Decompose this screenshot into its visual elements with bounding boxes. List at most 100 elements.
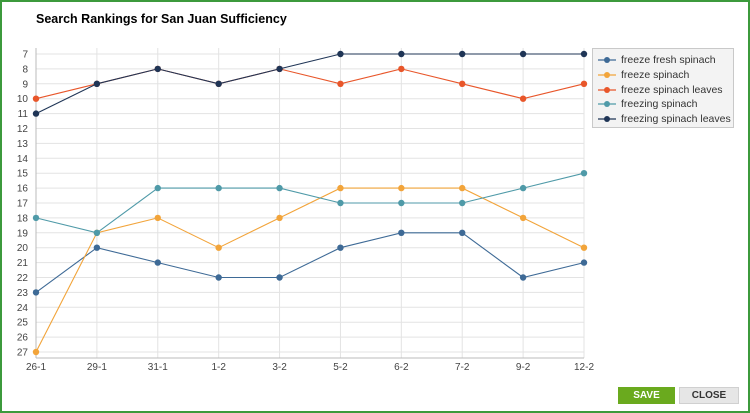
- data-point: [580, 80, 588, 88]
- legend-item[interactable]: freezing spinach: [597, 97, 697, 111]
- data-point: [93, 80, 101, 88]
- data-point: [459, 80, 466, 88]
- data-point: [276, 214, 283, 222]
- y-tick-label: 21: [17, 258, 29, 269]
- y-tick-label: 16: [17, 184, 29, 195]
- data-point: [398, 229, 405, 236]
- x-tick-label: 12-2: [574, 362, 594, 373]
- data-point: [398, 184, 405, 192]
- data-point: [580, 170, 588, 177]
- x-tick-label: 31-1: [148, 362, 168, 373]
- close-button[interactable]: CLOSE: [679, 387, 739, 404]
- data-point: [459, 50, 466, 58]
- legend-label: freezing spinach: [621, 98, 698, 111]
- legend-label: freezing spinach leaves: [621, 113, 731, 126]
- data-point: [519, 95, 527, 102]
- legend-item[interactable]: freeze fresh spinach: [597, 53, 716, 67]
- y-tick-label: 12: [17, 124, 29, 135]
- data-point: [459, 229, 466, 236]
- legend-item[interactable]: freezing spinach leaves: [597, 112, 731, 126]
- dialog-title: Search Rankings for San Juan Sufficiency: [36, 12, 287, 26]
- y-tick-label: 20: [17, 243, 29, 254]
- y-tick-label: 24: [17, 303, 29, 314]
- x-tick-label: 3-2: [272, 362, 287, 373]
- y-tick-label: 25: [17, 318, 29, 329]
- data-point: [337, 184, 344, 192]
- series-line-3: [35, 172, 585, 234]
- data-point: [398, 50, 405, 58]
- y-tick-label: 8: [22, 64, 28, 75]
- data-point: [398, 65, 405, 73]
- x-tick-label: 1-2: [211, 362, 226, 373]
- data-point: [276, 184, 283, 192]
- y-tick-label: 26: [17, 333, 29, 344]
- legend-marker-icon: [598, 101, 616, 108]
- data-point: [337, 80, 344, 88]
- data-point: [337, 199, 344, 207]
- y-tick-label: 22: [17, 273, 29, 284]
- y-tick-label: 7: [22, 50, 28, 61]
- x-tick-label: 29-1: [87, 362, 107, 373]
- save-button[interactable]: SAVE: [618, 387, 675, 404]
- data-point: [337, 50, 344, 58]
- data-point: [215, 244, 222, 251]
- y-tick-label: 15: [17, 169, 29, 180]
- y-tick-label: 17: [17, 199, 29, 210]
- data-point: [519, 214, 527, 222]
- legend-item[interactable]: freeze spinach leaves: [597, 83, 723, 97]
- data-point: [398, 199, 405, 207]
- y-tick-label: 10: [17, 94, 29, 105]
- data-point: [519, 50, 527, 58]
- x-tick-label: 7-2: [455, 362, 470, 373]
- y-tick-label: 18: [17, 213, 29, 224]
- series-line-0: [35, 232, 585, 293]
- data-point: [459, 199, 466, 207]
- legend-label: freeze fresh spinach: [621, 54, 716, 66]
- data-point: [580, 50, 588, 58]
- data-point: [32, 110, 40, 117]
- data-point: [215, 184, 222, 192]
- y-tick-label: 14: [17, 154, 29, 165]
- y-tick-label: 27: [17, 348, 29, 359]
- data-point: [519, 274, 527, 281]
- data-point: [93, 244, 101, 251]
- data-point: [580, 244, 588, 251]
- data-point: [154, 259, 161, 266]
- data-point: [32, 95, 40, 102]
- data-point: [32, 348, 40, 356]
- data-point: [276, 274, 283, 281]
- y-tick-label: 19: [17, 228, 29, 239]
- series-line-4: [35, 53, 584, 115]
- legend-label: freeze spinach: [621, 68, 690, 81]
- data-point: [459, 184, 466, 192]
- data-point: [276, 65, 283, 73]
- data-point: [215, 80, 222, 88]
- chart-legend: freeze fresh spinach freeze spinach freeze…: [592, 48, 734, 128]
- data-point: [93, 229, 101, 236]
- data-point: [337, 244, 344, 251]
- legend-item[interactable]: freeze spinach: [597, 68, 689, 82]
- legend-marker-icon: [598, 116, 616, 123]
- data-point: [154, 65, 161, 73]
- y-tick-label: 11: [18, 109, 29, 120]
- x-tick-label: 9-2: [516, 362, 531, 373]
- data-point: [215, 274, 222, 281]
- x-tick-label: 26-1: [26, 362, 46, 373]
- series-line-1: [35, 187, 585, 353]
- y-tick-label: 13: [17, 139, 29, 150]
- legend-marker-icon: [598, 71, 616, 78]
- data-point: [519, 184, 527, 192]
- legend-marker-icon: [598, 86, 616, 93]
- y-tick-label: 9: [22, 79, 28, 90]
- legend-label: freeze spinach leaves: [621, 83, 723, 96]
- y-tick-label: 23: [17, 288, 29, 299]
- data-point: [154, 184, 161, 192]
- data-point: [32, 214, 40, 222]
- x-tick-label: 5-2: [333, 362, 348, 373]
- data-point: [32, 289, 40, 296]
- data-point: [154, 214, 161, 222]
- data-point: [580, 259, 588, 266]
- legend-marker-icon: [598, 57, 616, 63]
- x-tick-label: 6-2: [394, 362, 409, 373]
